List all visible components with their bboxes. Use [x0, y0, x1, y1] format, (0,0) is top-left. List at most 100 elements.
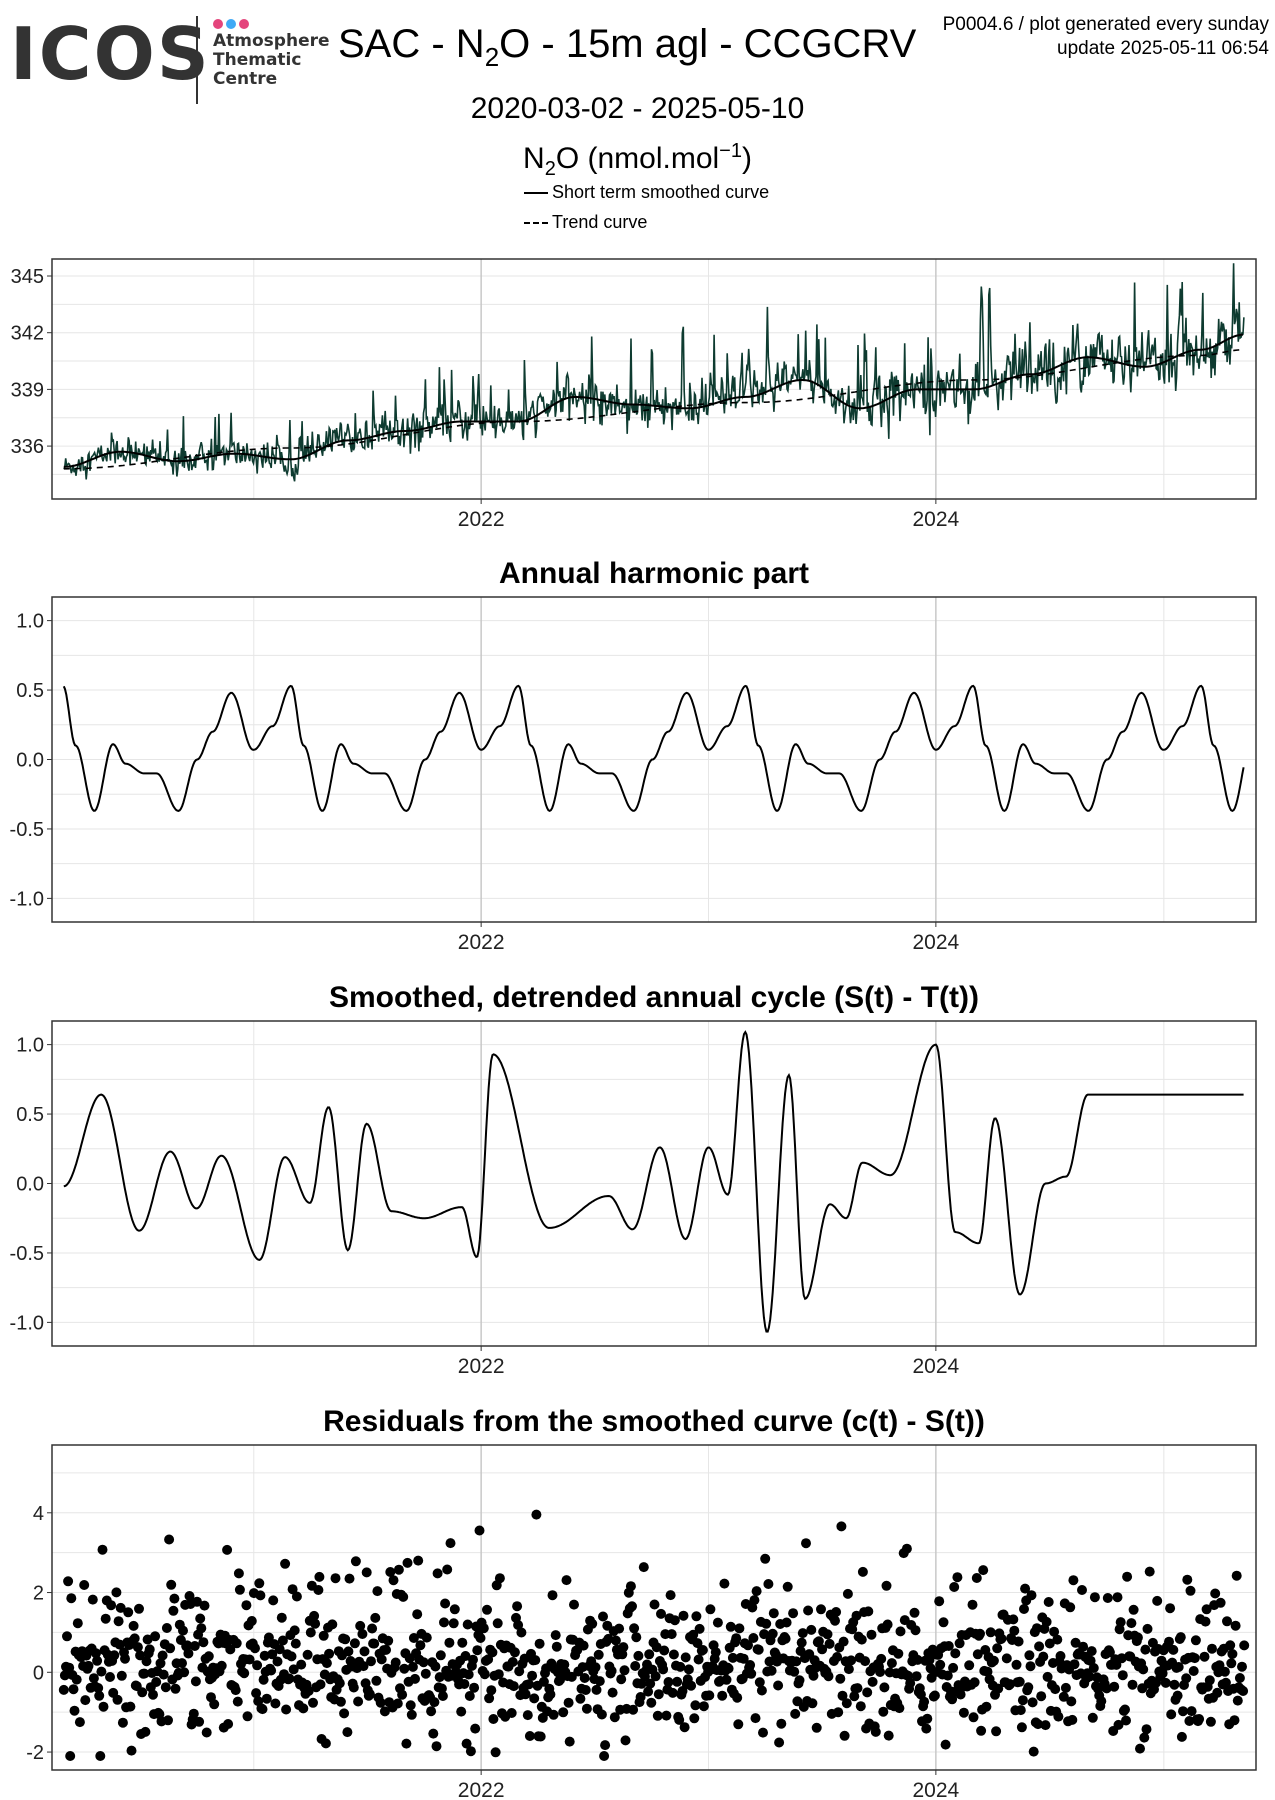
residual-point [911, 1671, 922, 1682]
residual-point [160, 1682, 171, 1693]
residual-point [1121, 1715, 1131, 1726]
residual-point [257, 1704, 268, 1715]
residual-point [318, 1630, 329, 1641]
residual-point [348, 1682, 359, 1693]
x-tick-label: 2022 [458, 508, 505, 531]
residual-point [254, 1578, 265, 1589]
panel-frame [51, 596, 1257, 923]
residual-point [470, 1723, 481, 1734]
residual-point [276, 1612, 287, 1623]
residual-point [487, 1647, 498, 1658]
residual-point [190, 1676, 201, 1687]
residual-point [62, 1631, 72, 1642]
residual-point [393, 1564, 404, 1575]
residual-point [1115, 1617, 1126, 1628]
residual-point [201, 1727, 212, 1738]
residual-point [1112, 1592, 1123, 1603]
residual-point [520, 1689, 531, 1700]
y-tick-label: 339 [11, 379, 44, 401]
residual-point [575, 1693, 586, 1704]
residual-point [135, 1650, 146, 1661]
residual-point [366, 1656, 376, 1667]
residual-point [760, 1553, 771, 1564]
detrended-cycle-curve [63, 1030, 1244, 1333]
residual-point [610, 1635, 621, 1646]
residual-point [428, 1728, 439, 1739]
residual-point [1200, 1616, 1211, 1627]
panel-title: Smoothed, detrended annual cycle (S(t) -… [329, 981, 979, 1014]
residual-point [463, 1669, 474, 1680]
residual-point [753, 1644, 764, 1655]
residual-point [919, 1696, 930, 1707]
residual-point [599, 1751, 610, 1761]
residual-point [464, 1691, 475, 1701]
residual-point [607, 1687, 618, 1698]
residual-point [975, 1628, 985, 1639]
residual-point [410, 1673, 420, 1684]
residual-point [717, 1690, 728, 1701]
residual-point [513, 1620, 524, 1630]
residual-point [310, 1618, 321, 1629]
residual-point [940, 1739, 951, 1750]
y-tick-label: -0.5 [10, 1243, 44, 1265]
residual-point [1165, 1603, 1176, 1614]
residual-point [199, 1600, 210, 1611]
residual-point [790, 1708, 801, 1719]
residual-point [327, 1619, 338, 1630]
residual-point [683, 1664, 694, 1675]
residual-point [59, 1670, 70, 1681]
residual-point [816, 1604, 826, 1615]
residual-point [93, 1683, 104, 1693]
residual-point [938, 1617, 949, 1628]
residual-point [91, 1648, 101, 1659]
residual-point [650, 1671, 661, 1682]
unit-label: N2O (nmol.mol−1) [0, 140, 1275, 181]
residual-point [776, 1718, 787, 1729]
residual-point [704, 1690, 715, 1701]
residual-point [996, 1633, 1007, 1644]
residual-point [170, 1683, 181, 1694]
residual-point [522, 1710, 533, 1721]
residual-point [203, 1651, 214, 1662]
residual-point [222, 1544, 233, 1555]
residual-point [710, 1647, 721, 1658]
residual-point [71, 1674, 82, 1685]
residual-point [183, 1648, 194, 1659]
unit-subscript: 2 [544, 158, 556, 180]
residual-point [910, 1625, 921, 1636]
residual-point [1016, 1722, 1027, 1733]
residual-point [72, 1618, 83, 1629]
residual-point [444, 1637, 455, 1648]
residual-point [591, 1684, 602, 1695]
logo-subtitle-line: Thematic [213, 50, 302, 70]
residual-point [479, 1669, 490, 1680]
residual-point [509, 1647, 520, 1658]
residual-point [344, 1573, 355, 1584]
residual-point [421, 1632, 432, 1643]
residual-point [643, 1686, 654, 1697]
residual-point [1140, 1644, 1151, 1655]
residual-point [1044, 1638, 1055, 1649]
residual-point [284, 1673, 295, 1684]
residual-point [688, 1629, 699, 1640]
residual-point [738, 1653, 749, 1664]
residual-point [619, 1665, 630, 1676]
residual-point [65, 1751, 76, 1761]
residual-point [811, 1722, 822, 1733]
residual-point [1152, 1595, 1163, 1606]
residual-point [88, 1673, 99, 1684]
residual-point [697, 1645, 708, 1655]
y-tick-label: 0.0 [16, 1174, 44, 1196]
residual-point [335, 1696, 346, 1707]
date-range: 2020-03-02 - 2025-05-10 [470, 92, 805, 125]
residual-point [883, 1730, 894, 1741]
residual-point [1038, 1651, 1049, 1662]
residual-point [83, 1660, 94, 1671]
residual-point [252, 1660, 263, 1671]
residual-point [361, 1567, 372, 1578]
residual-point [100, 1613, 111, 1624]
x-tick-label: 2022 [458, 931, 505, 954]
y-tick-label: -2 [26, 1742, 44, 1764]
residual-point [148, 1689, 158, 1700]
residual-point [886, 1658, 897, 1669]
